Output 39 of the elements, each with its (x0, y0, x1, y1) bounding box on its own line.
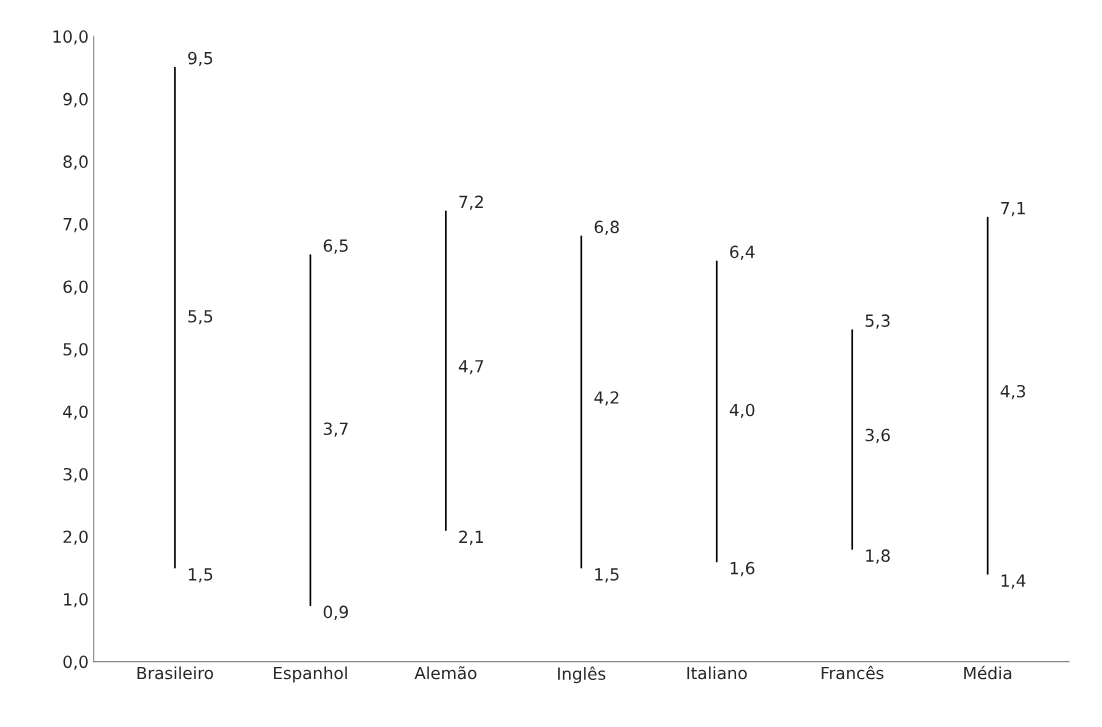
y-tick-label: 7,0 (63, 217, 88, 233)
data-label: 1,8 (866, 549, 890, 564)
data-label: 2,1 (459, 530, 484, 545)
y-tick-label: 10,0 (53, 30, 88, 45)
data-label: 4,7 (458, 360, 484, 375)
data-label: 1,5 (188, 568, 213, 583)
y-tick-label: 3,0 (63, 467, 88, 483)
data-label: 7,1 (1001, 202, 1025, 217)
x-tick-label: Espanhol (274, 666, 347, 683)
data-label: 4,2 (594, 391, 619, 406)
data-label: 3,7 (323, 422, 348, 437)
data-label: 1,5 (595, 568, 619, 583)
data-label: 6,8 (594, 220, 619, 235)
y-tick-label: 2,0 (63, 530, 88, 545)
y-tick-label: 9,0 (63, 92, 88, 108)
data-label: 3,6 (865, 428, 890, 444)
x-tick-label: Italiano (687, 666, 747, 680)
x-tick-label: Alemão (414, 666, 477, 680)
data-label: 6,5 (323, 239, 348, 254)
data-label: 1,4 (1001, 574, 1026, 589)
data-label: 1,6 (730, 561, 755, 577)
x-tick-label: Inglês (558, 666, 606, 684)
y-tick-label: 5,0 (63, 342, 88, 358)
data-label: 5,3 (865, 314, 890, 329)
data-label: 5,5 (188, 310, 213, 325)
x-tick-label: Francês (821, 665, 884, 680)
x-tick-label: Média (964, 665, 1012, 680)
data-label: 7,2 (459, 195, 483, 210)
x-tick-label: Brasileiro (137, 666, 214, 680)
y-tick-label: 6,0 (63, 280, 88, 295)
y-tick-label: 8,0 (63, 155, 88, 170)
y-tick-label: 0,0 (63, 655, 88, 670)
data-label: 4,0 (729, 403, 755, 419)
data-label: 6,4 (730, 245, 755, 260)
data-label: 0,9 (323, 605, 348, 620)
y-tick-label: 1,0 (64, 593, 88, 608)
y-tick-label: 4,0 (63, 405, 88, 420)
data-label: 9,5 (188, 51, 213, 67)
data-label: 4,3 (1000, 384, 1026, 400)
